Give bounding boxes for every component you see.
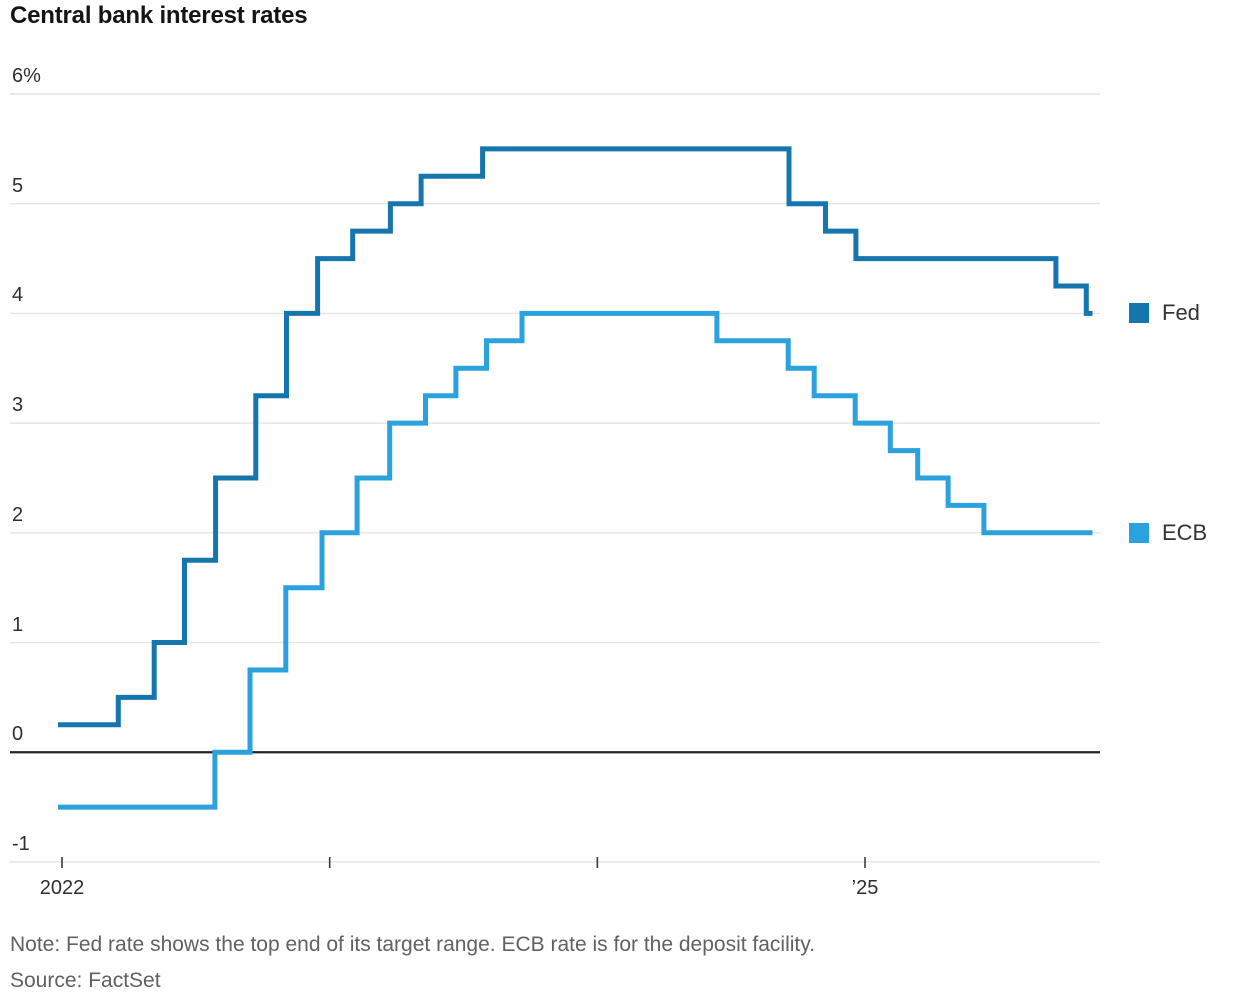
y-axis-label: 2 xyxy=(12,503,24,526)
y-axis-label: 0 xyxy=(12,723,24,746)
fed-swatch-icon xyxy=(1129,303,1149,324)
y-axis-label: 1 xyxy=(12,613,24,636)
fed-legend-label: Fed xyxy=(1162,300,1200,326)
chart-title: Central bank interest rates xyxy=(10,2,308,29)
y-axis-label: -1 xyxy=(12,832,30,855)
x-axis-label: ’25 xyxy=(851,877,879,899)
step-line-chart xyxy=(10,93,1100,868)
x-axis-label: 2022 xyxy=(39,877,85,899)
y-axis-label: 3 xyxy=(12,394,24,417)
series-line-ecb xyxy=(58,310,1093,810)
chart-source: Source: FactSet xyxy=(10,969,161,992)
series-line-fed xyxy=(58,146,1093,728)
legend-item-ecb: ECB xyxy=(1129,519,1207,547)
ecb-legend-label: ECB xyxy=(1162,519,1208,545)
legend-item-fed: Fed xyxy=(1129,299,1200,327)
y-axis-label: 5 xyxy=(12,174,24,197)
y-axis-label: 6% xyxy=(12,65,41,87)
y-axis-label: 4 xyxy=(12,284,24,307)
ecb-swatch-icon xyxy=(1129,522,1149,543)
chart-note: Note: Fed rate shows the top end of its … xyxy=(10,933,816,956)
